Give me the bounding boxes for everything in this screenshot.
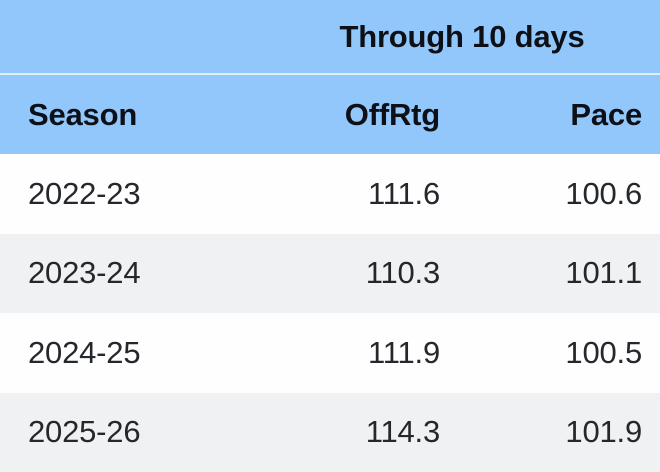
pace-cell: 101.1 — [565, 255, 642, 291]
season-cell: 2023-24 — [28, 255, 141, 291]
column-header-row: Season OffRtg Pace — [0, 75, 660, 154]
pace-cell: 100.6 — [565, 175, 642, 211]
season-cell: 2024-25 — [28, 334, 141, 370]
column-header-offrtg: OffRtg — [344, 96, 440, 132]
table-row: 2023-24 110.3 101.1 — [0, 233, 660, 313]
table-title: Through 10 days — [339, 18, 585, 54]
column-header-season: Season — [28, 96, 138, 132]
offrtg-cell: 114.3 — [365, 414, 440, 450]
offrtg-cell: 111.9 — [368, 334, 440, 370]
pace-cell: 101.9 — [565, 414, 642, 450]
table-title-row: Through 10 days — [0, 0, 660, 75]
column-header-pace: Pace — [570, 96, 642, 132]
season-cell: 2022-23 — [28, 175, 141, 211]
table-row: 2022-23 111.6 100.6 — [0, 154, 660, 234]
offrtg-cell: 111.6 — [368, 175, 440, 211]
pace-cell: 100.5 — [565, 334, 642, 370]
table-row: 2025-26 114.3 101.9 — [0, 392, 660, 472]
season-cell: 2025-26 — [28, 414, 141, 450]
table-row: 2024-25 111.9 100.5 — [0, 313, 660, 393]
offrtg-cell: 110.3 — [365, 255, 440, 291]
